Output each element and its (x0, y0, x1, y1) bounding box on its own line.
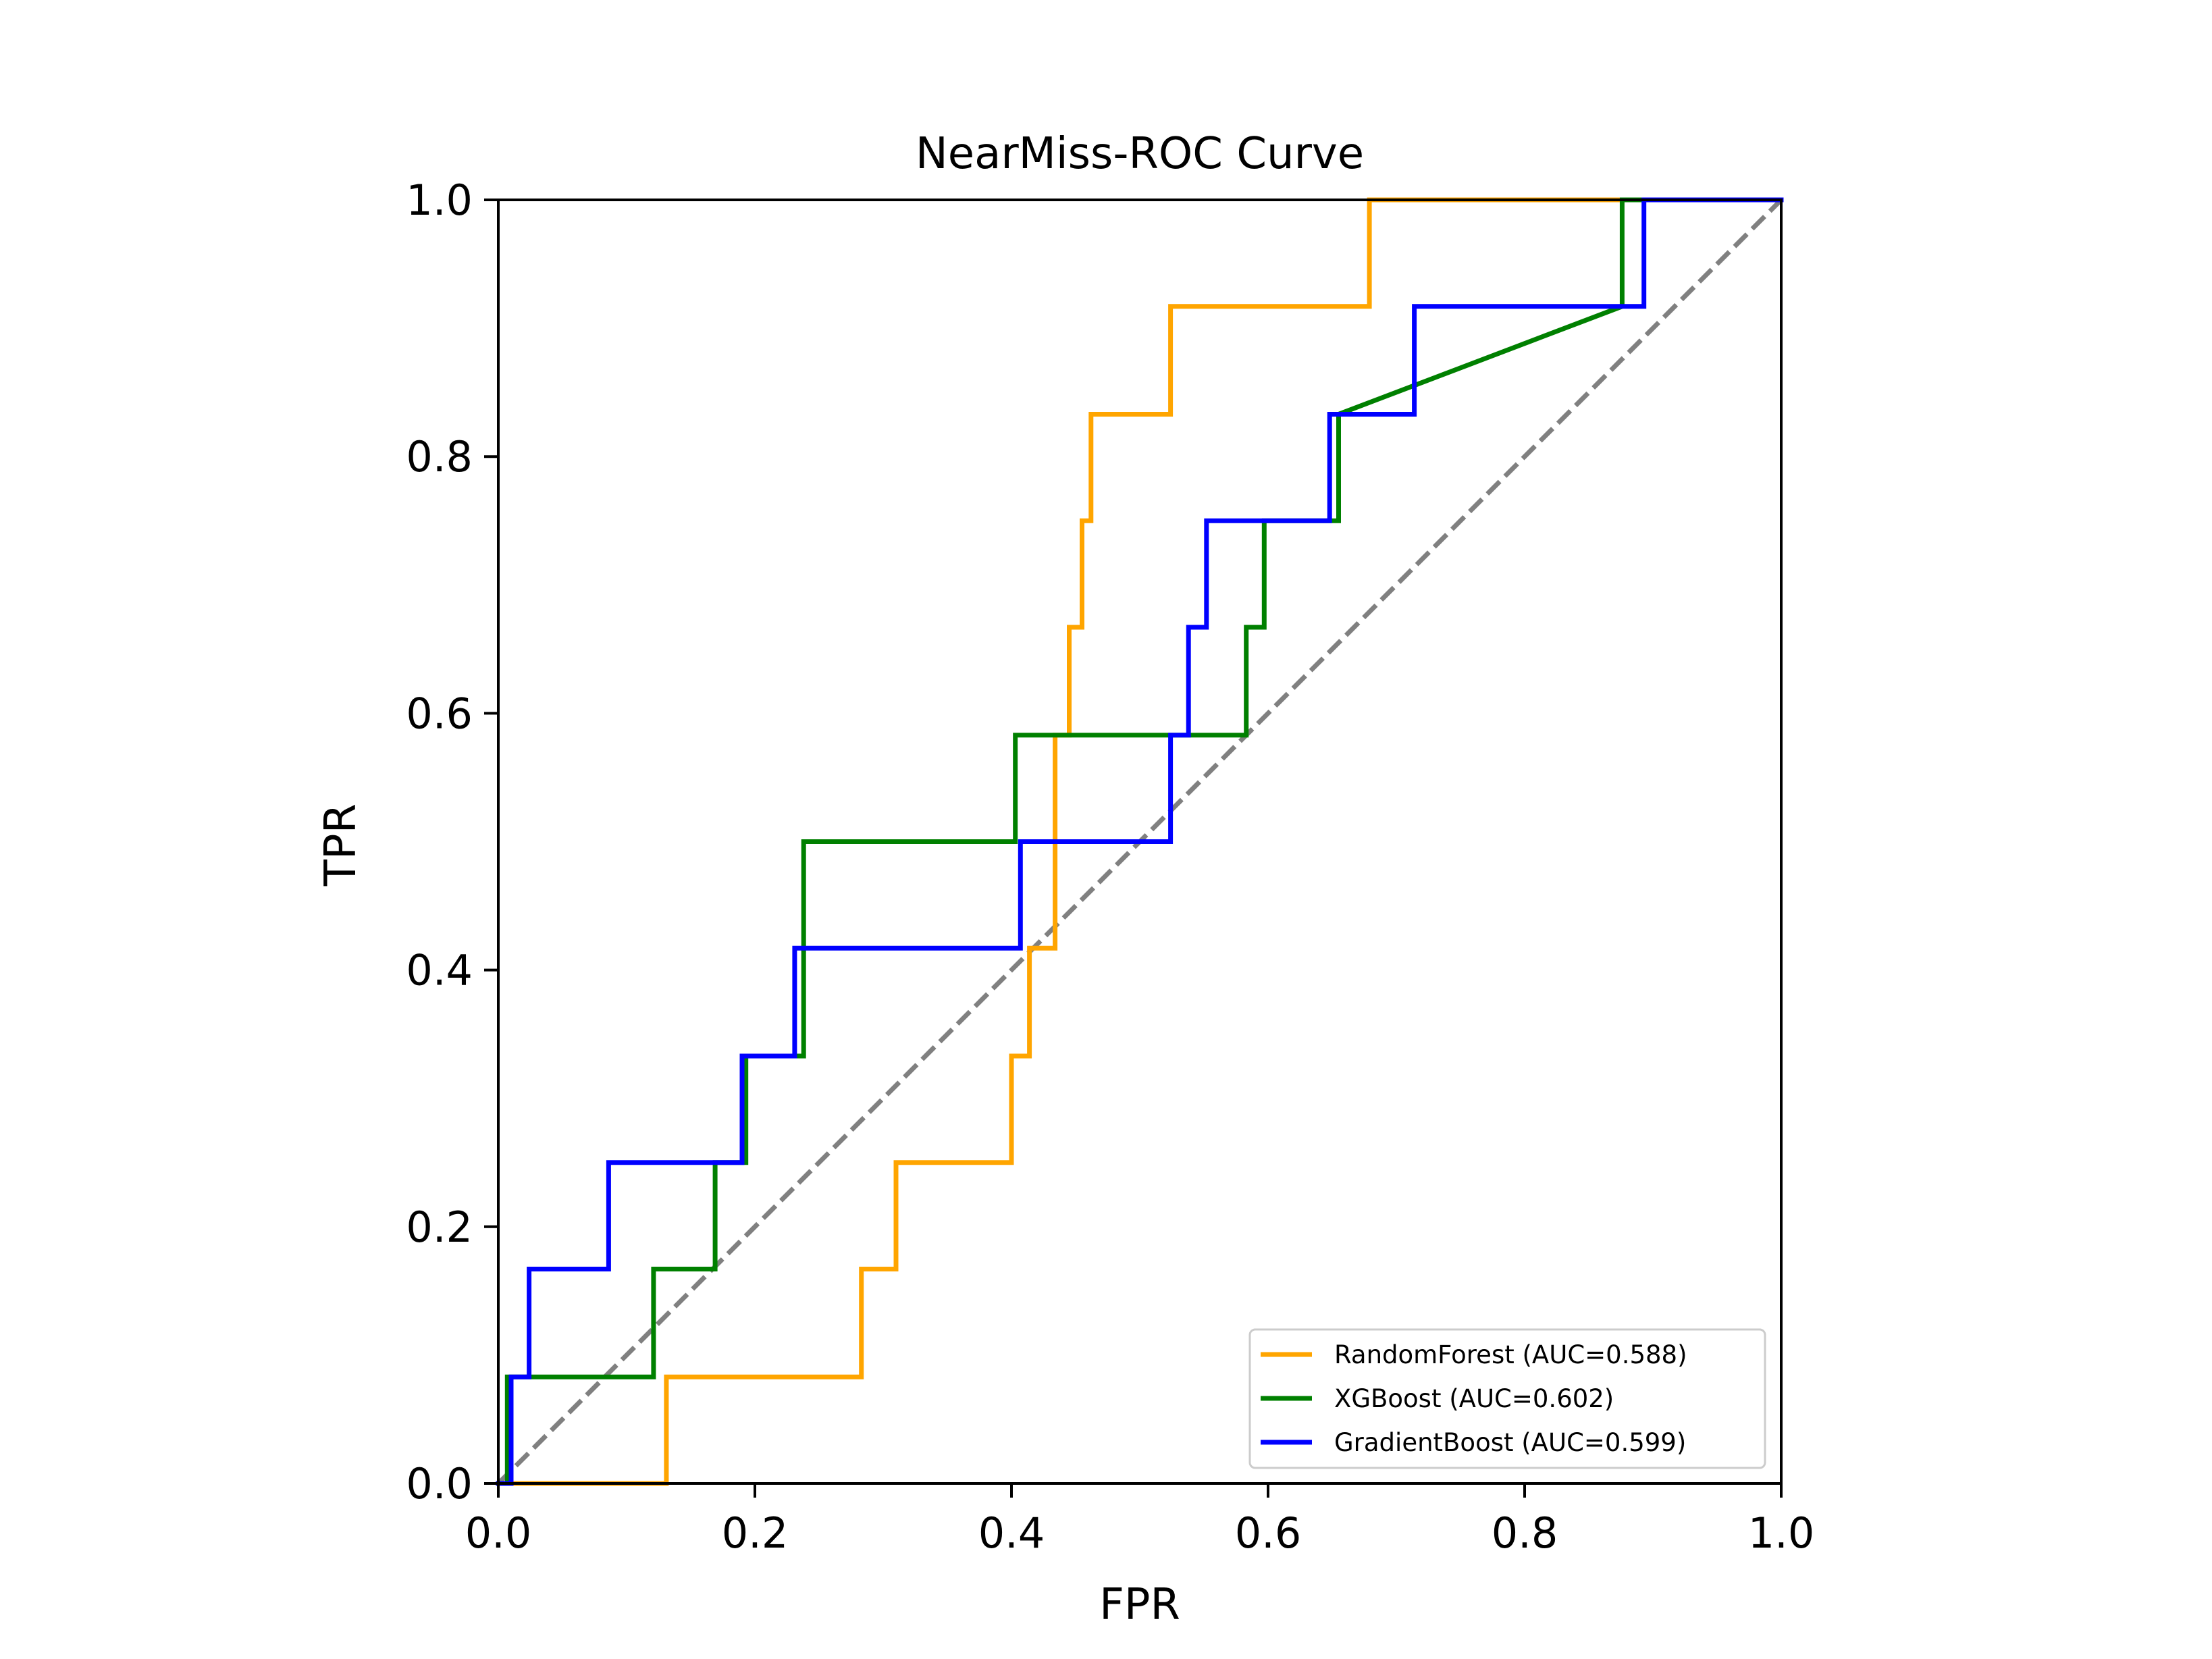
x-tick-label: 0.8 (1492, 1508, 1558, 1558)
legend-box (1248, 1328, 1766, 1469)
y-axis-label: TPR (316, 804, 366, 887)
axes-frame (497, 199, 1783, 1485)
legend-label-randomforest: RandomForest (AUC=0.588) (1334, 1340, 1687, 1369)
x-tick-label: 0.2 (722, 1508, 789, 1558)
x-tick-label: 0.0 (465, 1508, 532, 1558)
y-tick-label: 1.0 (406, 176, 473, 225)
plot-area (496, 197, 1784, 1486)
legend-label-xgboost: XGBoost (AUC=0.602) (1334, 1384, 1614, 1413)
x-axis-ticks: 0.0 0.2 0.4 0.6 0.8 1.0 (465, 1483, 1815, 1558)
y-axis-ticks: 0.0 0.2 0.4 0.6 0.8 1.0 (406, 176, 498, 1508)
x-tick-label: 1.0 (1748, 1508, 1815, 1558)
y-tick-label: 0.6 (406, 689, 473, 738)
legend-label-gradientboost: GradientBoost (AUC=0.599) (1334, 1428, 1686, 1457)
x-axis-label: FPR (1099, 1580, 1180, 1630)
y-tick-label: 0.8 (406, 432, 473, 481)
chart-title: NearMiss-ROC Curve (916, 129, 1364, 179)
y-tick-label: 0.2 (406, 1203, 473, 1252)
series-line-gradientboost (496, 197, 1784, 1486)
legend: RandomForest (AUC=0.588) XGBoost (AUC=0.6… (1248, 1328, 1766, 1469)
series-line-xgboost (496, 197, 1784, 1486)
x-tick-label: 0.4 (978, 1508, 1045, 1558)
series-layer (496, 197, 1784, 1486)
y-tick-label: 0.0 (406, 1459, 473, 1508)
y-tick-label: 0.4 (406, 946, 473, 995)
x-tick-label: 0.6 (1235, 1508, 1302, 1558)
